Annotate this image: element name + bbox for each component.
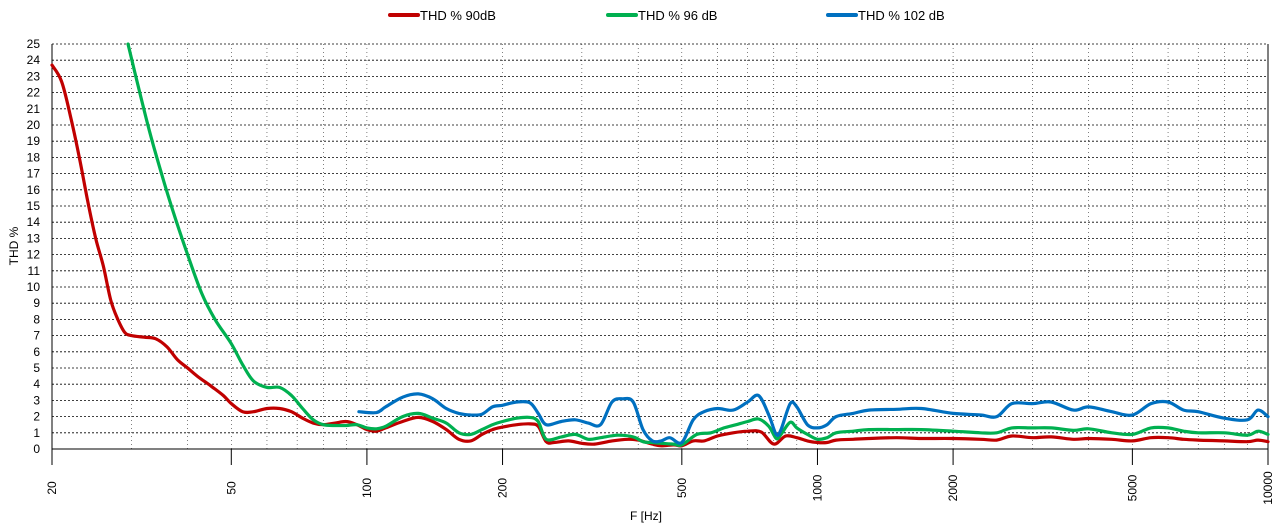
- y-tick-label: 22: [27, 86, 41, 100]
- y-tick-label: 3: [33, 393, 40, 407]
- series-line-3: [357, 392, 1270, 445]
- y-tick-label: 5: [33, 361, 40, 375]
- x-tick-label: 1000: [810, 474, 824, 501]
- x-tick-label: 500: [675, 478, 689, 498]
- legend-label: THD % 102 dB: [858, 8, 945, 23]
- legend: THD % 90dB THD % 96 dB THD % 102 dB: [388, 8, 945, 23]
- y-tick-label: 13: [27, 231, 41, 245]
- y-tick-label: 6: [33, 345, 40, 359]
- y-tick-label: 9: [33, 296, 40, 310]
- x-tick-label: 5000: [1125, 474, 1139, 501]
- y-tick-label: 23: [27, 69, 41, 83]
- y-tick-label: 0: [33, 442, 40, 456]
- y-axis-title: THD %: [7, 226, 21, 265]
- y-tick-label: 2: [33, 410, 40, 424]
- x-tick-label: 100: [360, 478, 374, 498]
- y-tick-label: 11: [28, 264, 41, 278]
- x-tick-label: 10000: [1261, 471, 1275, 505]
- y-tick-label: 20: [27, 118, 41, 132]
- x-tick-label: 2000: [946, 474, 960, 501]
- y-tick-label: 18: [27, 150, 41, 164]
- legend-label: THD % 96 dB: [638, 8, 717, 23]
- series-lines: [50, 42, 1270, 448]
- y-tick-label: 16: [27, 183, 41, 197]
- y-tick-label: 25: [27, 37, 41, 51]
- x-tick-label: 50: [224, 481, 238, 495]
- y-tick-label: 17: [27, 167, 41, 181]
- y-tick-label: 4: [33, 377, 40, 391]
- x-axis-title: F [Hz]: [630, 509, 662, 523]
- y-tick-label: 8: [33, 312, 40, 326]
- x-tick-label: 20: [45, 481, 59, 495]
- y-tick-label: 21: [27, 102, 41, 116]
- series-line-1: [50, 63, 1270, 448]
- y-tick-label: 14: [27, 215, 41, 229]
- legend-label: THD % 90dB: [420, 8, 496, 23]
- y-tick-label: 7: [33, 329, 40, 343]
- series-line-2: [126, 42, 1270, 448]
- y-tick-label: 15: [27, 199, 41, 213]
- y-tick-label: 19: [27, 134, 41, 148]
- axes: 0123456789101112131415161718192021222324…: [27, 37, 1275, 505]
- y-tick-label: 12: [27, 248, 41, 262]
- y-tick-label: 10: [27, 280, 41, 294]
- y-tick-label: 24: [27, 53, 41, 67]
- y-tick-label: 1: [33, 426, 40, 440]
- grid-lines: [52, 43, 1268, 449]
- x-tick-label: 200: [496, 478, 510, 498]
